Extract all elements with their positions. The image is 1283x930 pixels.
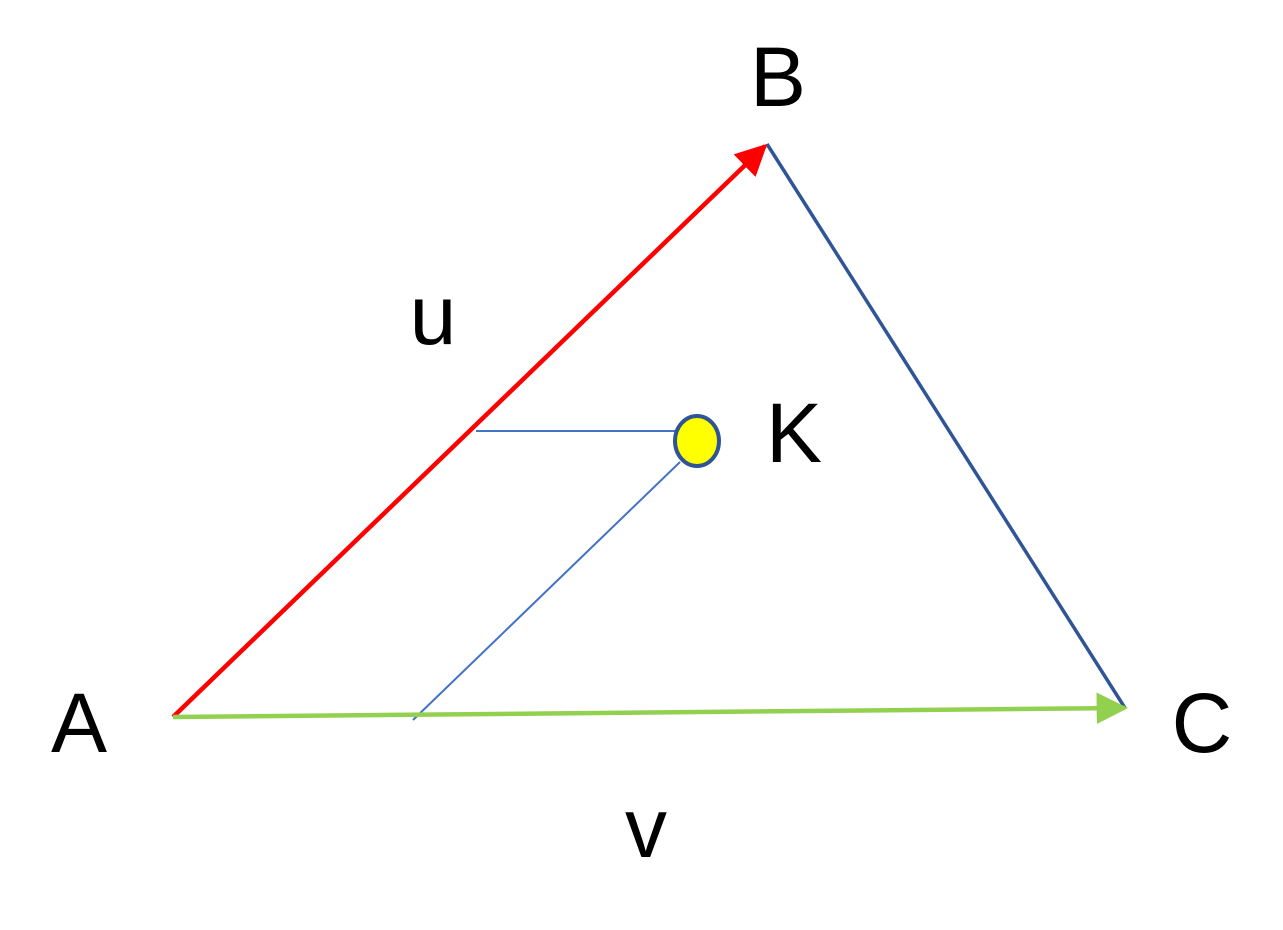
point-label-k: K: [766, 386, 822, 480]
vector-label-v: v: [625, 781, 667, 875]
vertex-label-c: C: [1172, 676, 1233, 770]
vector-v-arrow: [172, 692, 1129, 725]
construction-line-k-to-v: [412, 461, 681, 721]
vector-label-u: u: [410, 268, 457, 362]
point-k-marker: [673, 414, 721, 468]
edge-bc: [765, 143, 1127, 709]
vertex-label-a: A: [51, 676, 107, 770]
vertex-label-b: B: [750, 30, 806, 124]
vector-u-arrow: [171, 143, 768, 719]
